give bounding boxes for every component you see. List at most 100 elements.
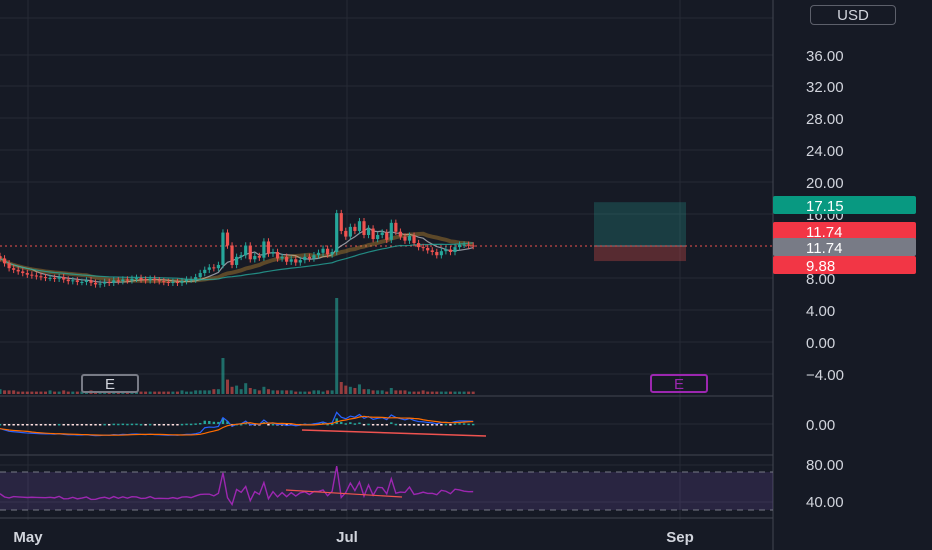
candle-body (353, 226, 357, 231)
volume-bar (285, 390, 289, 394)
histogram-bar (381, 424, 384, 426)
earnings-marker-box (650, 374, 708, 393)
volume-bar (307, 391, 311, 394)
candle-body (93, 282, 98, 285)
histogram-bar (67, 424, 70, 426)
volume-bar (271, 390, 275, 394)
volume-bar (467, 391, 471, 394)
volume-bar (39, 391, 43, 394)
volume-bar (257, 390, 261, 394)
candle-body (80, 281, 84, 283)
price-tick-label: 8.00 (806, 271, 835, 288)
volume-bar (335, 298, 339, 394)
histogram-bar (57, 423, 61, 426)
currency-button[interactable]: USD (810, 5, 896, 25)
histogram-bar (367, 423, 370, 426)
candle-body (439, 251, 443, 256)
histogram-bar (239, 423, 243, 426)
volume-bar (376, 390, 380, 394)
volume-bar (394, 390, 398, 394)
volume-bar (435, 391, 439, 394)
price-tag-box (773, 256, 916, 274)
histogram-bar (449, 424, 452, 426)
long-position-tool[interactable] (0, 202, 773, 262)
candle-body (57, 277, 61, 279)
candle-body (389, 222, 393, 240)
histogram-bar (17, 424, 20, 426)
candle-body (457, 244, 462, 248)
histogram-bar (12, 424, 15, 426)
volume-bar (7, 390, 11, 394)
volume-bar (203, 390, 207, 394)
candle-body (271, 251, 275, 254)
histogram-bar (21, 424, 24, 426)
histogram-bar (431, 424, 434, 426)
volume-bar (253, 389, 257, 394)
price-tag-label: 11.74 (806, 240, 842, 257)
volume-bar (239, 389, 243, 394)
volume-bar (185, 391, 189, 394)
volume-bar (362, 389, 366, 394)
candle-body (248, 245, 252, 260)
histogram-bar (176, 424, 179, 426)
price-tick-label: 0.00 (806, 335, 835, 352)
candle-body (262, 241, 266, 258)
candle-body (171, 281, 175, 283)
time-axis[interactable]: May Jul Sep (13, 529, 693, 546)
volume-bar (448, 391, 452, 394)
candle-body (16, 269, 20, 272)
histogram-bar (148, 423, 152, 426)
histogram-bar (267, 424, 270, 426)
histogram-bar (358, 422, 361, 425)
candle-body (0, 256, 2, 259)
volume-bar (0, 389, 2, 394)
profit-zone (594, 202, 686, 246)
price-axis[interactable]: 36.0032.0028.0024.0020.0016.008.004.000.… (806, 48, 844, 511)
histogram-bar (48, 424, 52, 426)
volume-bar (3, 390, 7, 394)
histogram-bar (180, 423, 184, 426)
candle-body (75, 280, 79, 282)
divergence-line (301, 429, 487, 437)
volume-bar (421, 390, 425, 394)
volume-bar (280, 390, 284, 394)
candle-body (280, 256, 284, 259)
candle-body (39, 276, 43, 278)
candle-body (275, 251, 280, 259)
volume-bar (75, 391, 79, 394)
volume-bar (34, 391, 38, 394)
candle-body (366, 228, 371, 235)
candle-body (112, 280, 116, 283)
histogram-bar (7, 424, 11, 426)
volume-bar (444, 391, 448, 394)
histogram-bar (199, 422, 202, 425)
histogram-bar (162, 424, 165, 426)
candle-body (62, 277, 66, 280)
price-tick-label: 36.00 (806, 48, 844, 65)
candle-body (307, 256, 311, 259)
histogram-bar (244, 422, 247, 425)
candle-body (148, 278, 152, 281)
volume-bar (348, 386, 352, 394)
candle-body (294, 259, 298, 263)
candle-body (84, 280, 89, 282)
volume-bar (57, 391, 61, 394)
volume-bar (303, 391, 307, 394)
volume-bar (230, 386, 234, 394)
candle-body (244, 245, 248, 256)
candle-body (71, 280, 75, 282)
candle-body (312, 255, 316, 259)
volume-bar (248, 388, 252, 394)
candle-body (321, 248, 325, 253)
volume-bar (21, 391, 25, 394)
candle-body (194, 277, 198, 280)
histogram-bar (203, 420, 206, 424)
histogram-bar (340, 421, 343, 424)
histogram-bar (139, 423, 143, 426)
histogram-bar (98, 424, 102, 426)
histogram-bar (444, 423, 448, 426)
volume-bar (53, 391, 57, 394)
histogram-bar (285, 424, 288, 426)
